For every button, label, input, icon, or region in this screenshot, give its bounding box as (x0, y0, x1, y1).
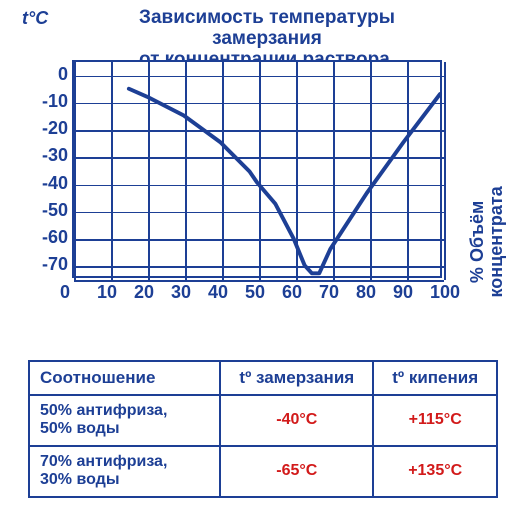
grid-line-v (259, 62, 261, 280)
grid-line-v (111, 62, 113, 280)
table-row: 50% антифриза,50% воды-40°C+115°C (29, 395, 497, 446)
x-tick-label: 20 (134, 282, 154, 303)
grid-line-h (74, 76, 444, 78)
y-tick-label: -70 (26, 254, 68, 275)
table-header-row: Соотношение tº замерзания tº кипения (29, 361, 497, 395)
plot-area (72, 60, 442, 278)
x-tick-label: 30 (171, 282, 191, 303)
grid-line-h (74, 103, 444, 105)
x-tick-label: 100 (430, 282, 460, 303)
grid-line-v (407, 62, 409, 280)
ratio-table: Соотношение tº замерзания tº кипения 50%… (28, 360, 498, 498)
x-tick-label: 90 (393, 282, 413, 303)
grid-line-h (74, 185, 444, 187)
chart-container: t°C Зависимость температуры замерзанияот… (22, 8, 502, 328)
grid-line-v (222, 62, 224, 280)
table-row: 70% антифриза,30% воды-65°C+135°C (29, 446, 497, 497)
grid-line-v (333, 62, 335, 280)
grid-line-v (185, 62, 187, 280)
y-tick-label: -40 (26, 173, 68, 194)
freezing-curve (74, 62, 440, 276)
y-tick-label: -20 (26, 118, 68, 139)
boil-cell: +115°C (373, 395, 497, 446)
header-boil: tº кипения (373, 361, 497, 395)
x-tick-label: 60 (282, 282, 302, 303)
header-ratio: Соотношение (29, 361, 220, 395)
grid-line-h (74, 130, 444, 132)
x-tick-label: 80 (356, 282, 376, 303)
grid-line-v (74, 62, 76, 280)
x-tick-label: 0 (60, 282, 70, 303)
grid-line-v (148, 62, 150, 280)
y-axis-title: t°C (22, 8, 48, 29)
y-tick-label: -50 (26, 200, 68, 221)
grid-line-h (74, 212, 444, 214)
x-tick-label: 10 (97, 282, 117, 303)
boil-cell: +135°C (373, 446, 497, 497)
ratio-cell: 70% антифриза,30% воды (29, 446, 220, 497)
y-tick-label: 0 (26, 64, 68, 85)
grid-line-v (370, 62, 372, 280)
x-tick-label: 70 (319, 282, 339, 303)
grid-line-h (74, 157, 444, 159)
y-tick-label: -30 (26, 145, 68, 166)
grid-line-h (74, 239, 444, 241)
grid-line-v (444, 62, 446, 280)
freeze-cell: -65°C (220, 446, 373, 497)
x-tick-label: 40 (208, 282, 228, 303)
right-axis-label: % Объёмконцентрата (468, 152, 506, 332)
y-tick-label: -60 (26, 227, 68, 248)
grid-line-v (296, 62, 298, 280)
y-tick-label: -10 (26, 91, 68, 112)
x-tick-label: 50 (245, 282, 265, 303)
grid-line-h (74, 266, 444, 268)
ratio-cell: 50% антифриза,50% воды (29, 395, 220, 446)
header-freeze: tº замерзания (220, 361, 373, 395)
freeze-cell: -40°C (220, 395, 373, 446)
